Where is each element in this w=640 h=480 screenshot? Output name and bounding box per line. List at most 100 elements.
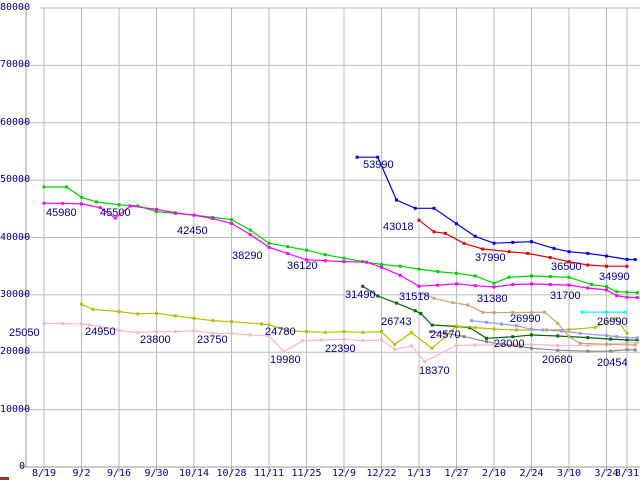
pink-line-marker (393, 347, 397, 351)
green-line-marker (436, 270, 440, 274)
price-label: 31490 (345, 289, 376, 301)
olive-line-marker (136, 312, 140, 316)
olive-line-marker (323, 330, 327, 334)
gray-line-marker (518, 345, 522, 349)
red-line-marker (567, 260, 571, 264)
gray-line (430, 331, 636, 352)
x-axis-label: 3/31 (614, 468, 640, 479)
magenta-line-marker (128, 204, 132, 208)
dark-green-line-marker (419, 312, 423, 316)
pink-line-marker (473, 343, 477, 347)
olive-line-marker (567, 328, 571, 332)
red-line-marker (586, 263, 590, 267)
pink-line-marker (80, 322, 83, 326)
red-line-marker (481, 247, 485, 251)
dark-green-line-marker (586, 336, 590, 340)
magenta-line-marker (305, 258, 308, 262)
price-label: 26743 (381, 316, 412, 328)
dark-green-line-marker (485, 336, 488, 340)
magenta-line-marker (98, 206, 102, 210)
price-label: 36500 (551, 261, 582, 273)
red-line-marker (443, 231, 447, 235)
olive-line-marker (192, 316, 196, 320)
olive-line-marker (117, 310, 121, 314)
tan-line-marker (511, 310, 515, 314)
olive-line-marker (91, 307, 95, 311)
olive-line-marker (455, 324, 458, 328)
x-axis-label: 3/10 (556, 468, 582, 479)
green-line-marker (567, 275, 571, 279)
y-axis-label: 0 (18, 461, 25, 472)
tan-line-marker (556, 321, 560, 325)
olive-line-marker (410, 331, 413, 335)
green-line-marker (590, 283, 593, 287)
pink-line-marker (211, 331, 215, 335)
olive-line-marker (305, 330, 308, 334)
green-line-marker (136, 204, 140, 208)
periwinkle-line-marker (515, 324, 518, 328)
pink-line-marker (61, 322, 65, 326)
pink-line-marker (380, 338, 383, 342)
green-line-marker (398, 264, 402, 268)
price-label: 24950 (85, 326, 116, 338)
x-axis-label: 11/11 (253, 468, 285, 479)
magenta-line-marker (173, 211, 177, 215)
pink-line-marker (42, 321, 46, 325)
olive-line-marker (260, 322, 263, 326)
tan-line-marker (633, 343, 637, 347)
price-label: 25050 (9, 327, 40, 339)
x-axis-label: 11/25 (291, 468, 322, 479)
gray-line-marker (485, 340, 488, 344)
green-line-marker (635, 291, 639, 295)
green-line-marker (615, 290, 619, 294)
price-label: 37990 (475, 252, 506, 264)
pink-line-marker (282, 350, 286, 354)
price-label: 24780 (265, 326, 296, 338)
tan-line-marker (625, 343, 629, 347)
olive-line-marker (380, 330, 383, 334)
pink-line-marker (625, 341, 629, 345)
blue-line-marker (413, 206, 417, 210)
y-axis-label: 20000 (0, 346, 31, 358)
olive-line-marker (230, 320, 233, 324)
olive-line-marker (430, 346, 434, 350)
pink-line-marker (635, 340, 639, 344)
x-axis-label: 2/24 (519, 468, 544, 479)
price-label: 23800 (140, 334, 171, 346)
blue-line-marker (633, 258, 637, 262)
green-line-marker (380, 262, 383, 266)
pink-line-marker (98, 325, 102, 329)
magenta-line-marker (155, 207, 158, 211)
olive-line-marker (393, 342, 397, 346)
green-line-marker (42, 185, 46, 189)
tan-line-marker (605, 342, 608, 346)
x-axis-label: 10/28 (216, 468, 247, 479)
periwinkle-line-marker (615, 335, 619, 339)
periwinkle-line-marker (500, 322, 503, 326)
blue-line-marker (552, 246, 556, 250)
magenta-line-marker (615, 294, 619, 298)
magenta-line-marker (567, 283, 571, 287)
pink-line-marker (301, 339, 305, 343)
periwinkle-line-marker (635, 336, 639, 340)
dark-green-line-marker (361, 284, 365, 288)
periwinkle-line-marker (541, 328, 545, 332)
magenta-line-marker (230, 221, 233, 225)
dark-green-line-marker (556, 334, 560, 338)
green-line-marker (230, 218, 233, 222)
olive-line-marker (473, 326, 477, 330)
tan-line-marker (451, 301, 455, 305)
y-axis-label: 10000 (0, 403, 31, 415)
green-line-marker (417, 267, 421, 271)
gray-line-marker (633, 348, 637, 352)
x-axis-label: 9/16 (106, 468, 132, 479)
blue-line-marker (355, 155, 359, 159)
green-line-marker (95, 200, 98, 204)
green-line-marker (267, 241, 271, 245)
magenta-line-marker (380, 265, 383, 269)
pink-line-marker (410, 344, 413, 348)
pink-line-marker (530, 342, 533, 346)
periwinkle-line-marker (530, 327, 533, 331)
magenta-line-marker (113, 216, 117, 220)
blue-line-marker (625, 257, 629, 261)
